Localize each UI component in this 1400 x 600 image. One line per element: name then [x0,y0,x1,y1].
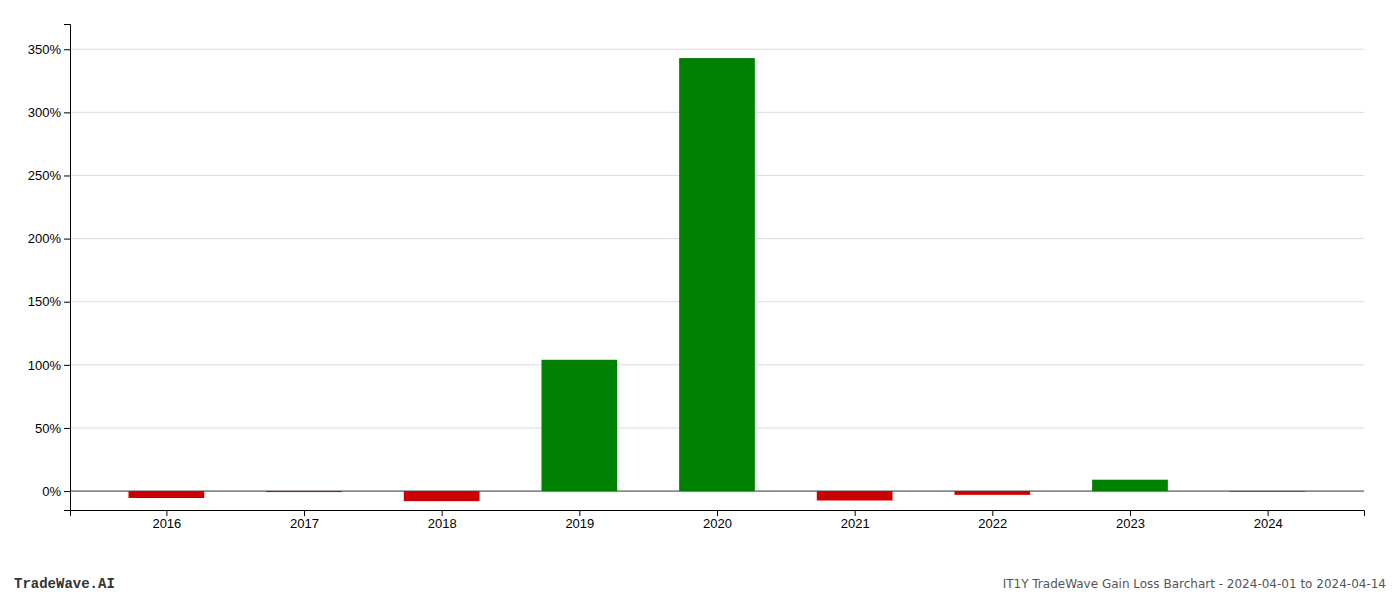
x-tick-label: 2021 [841,516,870,531]
grid [70,49,1364,491]
y-tick-mark [64,365,70,366]
x-tick: 2017 [290,510,319,531]
x-tick: 2018 [428,510,457,531]
y-tick: 100% [28,357,70,372]
y-tick-mark [64,239,70,240]
y-tick: 350% [28,42,70,57]
bar [266,491,342,492]
x-tick-mark [166,510,167,516]
y-tick-label: 300% [28,105,62,120]
y-tick-mark [64,302,70,303]
x-axis-line [71,511,1365,517]
x-tick-mark [717,510,718,516]
y-tick-label: 350% [28,42,62,57]
y-tick-label: 250% [28,168,62,183]
plot: 0%50%100%150%200%250%300%350%20162017201… [28,25,1365,532]
y-axis-line [64,25,71,511]
y-tick-mark [64,491,70,492]
x-tick: 2019 [565,510,594,531]
x-tick: 2020 [703,510,732,531]
y-tick-label: 0% [42,484,61,499]
bar [954,491,1030,495]
x-tick-label: 2023 [1116,516,1145,531]
bar [404,491,480,501]
x-tick-mark [442,510,443,516]
x-tick-label: 2024 [1254,516,1283,531]
bar [817,491,893,500]
x-tick-mark [992,510,993,516]
chart: 0%50%100%150%200%250%300%350%20162017201… [0,0,1400,600]
y-axis: 0% 50% 100% 150% 200% 250% 300% 350% [28,25,71,511]
annotation: TradeWave.AI [14,576,115,592]
x-tick: 2023 [1116,510,1145,531]
y-tick: 50% [35,421,70,436]
bar [1230,491,1306,493]
y-tick: 0% [42,484,70,499]
x-tick-label: 2022 [978,516,1007,531]
x-tick-mark [855,510,856,516]
x-tick-mark [1268,510,1269,516]
y-tick-mark [64,428,70,429]
x-tick-label: 2019 [565,516,594,531]
x-tick: 2016 [152,510,181,531]
x-tick: 2022 [978,510,1007,531]
bar [129,491,205,498]
x-tick: 2024 [1254,510,1283,531]
y-tick-label: 100% [28,357,62,372]
x-tick-mark [304,510,305,516]
x-tick-mark [1130,510,1131,516]
bar [541,360,617,491]
bar [1092,480,1168,491]
x-tick-label: 2016 [152,516,181,531]
x-tick: 2021 [841,510,870,531]
y-tick: 250% [28,168,70,183]
x-tick-mark [579,510,580,516]
y-tick-mark [64,112,70,113]
y-tick-label: 50% [35,421,61,436]
y-tick: 150% [28,294,70,309]
y-tick-label: 150% [28,294,62,309]
bar [679,58,755,491]
x-axis: 2016 2017 2018 2019 2020 2021 2022 2023 2024 [71,510,1365,531]
y-tick-mark [64,49,70,50]
grid-line [70,49,1364,50]
y-tick: 200% [28,231,70,246]
y-tick-label: 200% [28,231,62,246]
annotation: IT1Y TradeWave Gain Loss Barchart - 2024… [1003,577,1386,591]
y-tick-mark [64,175,70,176]
y-tick: 300% [28,105,70,120]
x-tick-label: 2018 [428,516,457,531]
x-tick-label: 2017 [290,516,319,531]
x-tick-label: 2020 [703,516,732,531]
bars [129,58,1306,501]
